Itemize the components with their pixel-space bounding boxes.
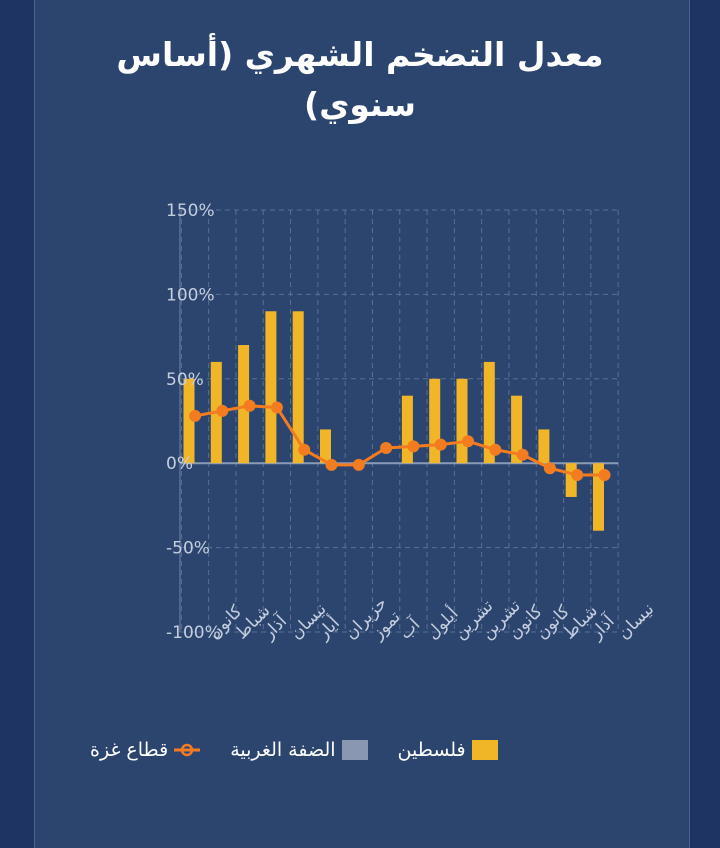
point-gaza: [298, 443, 311, 456]
point-gaza: [243, 399, 256, 412]
point-gaza: [462, 435, 474, 448]
bar-palestine: [292, 311, 304, 464]
point-gaza: [434, 438, 447, 451]
point-gaza: [543, 462, 556, 475]
point-gaza: [598, 469, 611, 482]
chart-svg: 150% 100% 50% 0% -50% -100% كانونشباطآذارنيسا…: [166, 201, 658, 644]
y-tick-label: 100%: [166, 285, 215, 305]
legend-label-palestine: فلسطين: [397, 739, 466, 761]
legend-swatch-westbank: [341, 740, 368, 760]
y-tick-layer: 150% 100% 50% 0% -50% -100%: [166, 201, 221, 643]
bar-palestine: [456, 378, 468, 464]
bar-palestine: [320, 429, 331, 464]
bar-palestine: [429, 378, 441, 464]
x-tick-label: نيسان: [614, 599, 658, 643]
grid-layer: [179, 209, 619, 633]
bar-palestine: [511, 395, 523, 464]
y-tick-label: -100%: [166, 623, 221, 643]
point-gaza: [516, 448, 529, 461]
bar-palestine: [483, 361, 495, 464]
legend: فلسطين الضفة الغربية قطاع غزة: [90, 732, 570, 768]
bar-layer: [183, 311, 604, 531]
point-gaza: [489, 443, 502, 456]
bar-palestine: [593, 463, 604, 531]
y-tick-label: 150%: [166, 201, 215, 221]
chart-title: معدل التضخم الشهري (أساس سنوي): [116, 35, 604, 124]
point-gaza: [325, 458, 338, 471]
y-tick-label: -50%: [166, 539, 210, 559]
point-gaza: [571, 469, 584, 482]
legend-swatch-palestine: [471, 740, 498, 760]
point-gaza: [380, 442, 393, 455]
legend-label-gaza: قطاع غزة: [90, 739, 169, 761]
legend-item-palestine[interactable]: فلسطين: [398, 739, 498, 761]
bar-palestine: [401, 395, 413, 464]
y-tick-label: 50%: [166, 370, 204, 390]
point-gaza: [407, 440, 420, 453]
y-tick-label: 0%: [166, 454, 193, 474]
bar-palestine: [565, 463, 577, 497]
bar-palestine: [183, 378, 195, 464]
x-tick-layer: كانونشباطآذارنيسانأيارحزيرانتموزآبأيلولت…: [204, 593, 658, 644]
bar-palestine: [538, 429, 550, 464]
point-gaza: [216, 404, 229, 417]
legend-label-westbank: الضفة الغربية: [230, 739, 336, 761]
bar-palestine: [238, 345, 250, 464]
legend-item-westbank[interactable]: الضفة الغربية: [230, 739, 368, 761]
legend-item-gaza[interactable]: قطاع غزة: [90, 739, 201, 761]
line-gaza: [194, 404, 605, 477]
line-layer: [189, 399, 611, 482]
legend-swatch-gaza: [174, 743, 201, 757]
chart-card: [34, 0, 690, 848]
point-gaza: [270, 401, 283, 414]
bar-palestine: [265, 311, 277, 464]
point-gaza: [189, 409, 201, 422]
point-gaza: [352, 458, 365, 471]
